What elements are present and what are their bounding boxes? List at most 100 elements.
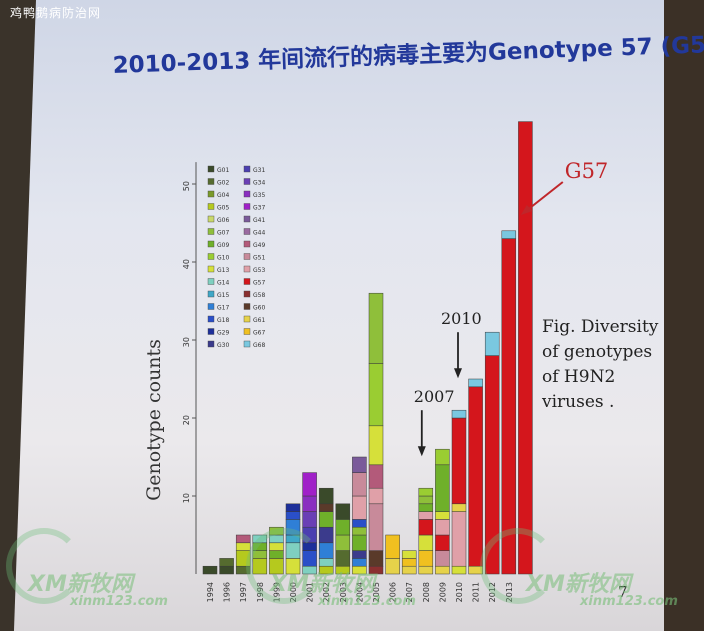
bar-segment-g02: [219, 558, 234, 567]
watermark-url: xinm123.com: [318, 594, 416, 609]
bar-segment-g07: [335, 534, 351, 551]
bar-segment-g57: [435, 534, 450, 551]
bar-segment-g57: [418, 519, 434, 536]
legend-label: G30: [217, 342, 229, 349]
legend-label: G14: [217, 280, 229, 287]
bar-segment-g61: [451, 503, 467, 512]
caption-line: of H9N2: [542, 367, 616, 387]
legend-label: G44: [253, 230, 265, 237]
bar-segment-g51: [368, 503, 384, 551]
figure-caption: Fig. Diversity of genotypes of H9N2 viru…: [542, 315, 662, 415]
legend-swatch: [207, 315, 215, 323]
legend-swatch: [207, 190, 215, 198]
y-tick-label: 50: [182, 181, 191, 191]
x-tick-label: 1994: [206, 582, 215, 602]
legend-label: G51: [253, 255, 265, 262]
bar-segment-g57: [518, 121, 533, 575]
legend-swatch: [207, 240, 215, 248]
x-tick-label: 2002: [322, 582, 331, 602]
legend-swatch: [243, 215, 251, 223]
legend-label: G61: [253, 317, 265, 324]
watermark-brand: XM新牧网: [270, 572, 375, 597]
legend-label: G15: [217, 292, 229, 299]
bar-segment-g13: [451, 565, 467, 575]
legend-label: G13: [217, 267, 229, 274]
legend-label: G41: [253, 217, 265, 224]
legend-swatch: [243, 190, 251, 198]
legend-swatch: [243, 203, 251, 210]
legend-swatch: [207, 203, 215, 210]
legend-label: G29: [217, 330, 229, 337]
x-tick-label: 2006: [389, 582, 398, 602]
legend-label: G37: [253, 205, 265, 212]
y-tick-label: 10: [182, 493, 191, 503]
bar-segment-g18: [285, 511, 301, 520]
bar-segment-g09: [318, 511, 334, 528]
bar-segment-g49: [368, 464, 384, 489]
legend-swatch: [207, 253, 215, 260]
bar-segment-g01: [219, 565, 234, 575]
legend-label: G06: [217, 217, 229, 224]
bar-segment-g53: [418, 511, 434, 520]
legend-label: G09: [217, 242, 229, 249]
legend-swatch: [243, 290, 251, 298]
x-tick-label: 2008: [422, 582, 431, 602]
legend-swatch: [207, 328, 215, 335]
legend-swatch: [243, 265, 251, 273]
legend-label: G01: [217, 167, 229, 174]
bar-segment-g61: [418, 565, 434, 575]
watermark-logo-ring: [480, 528, 556, 604]
bar-segment-g67: [385, 534, 400, 559]
bar-segment-g53: [368, 487, 384, 505]
legend-label: G34: [253, 180, 265, 187]
y-tick-label: 40: [182, 259, 191, 269]
bar-segment-g13: [435, 511, 450, 520]
legend-label: G04: [217, 192, 229, 199]
bar-segment-g41: [352, 456, 367, 473]
year-arrow-head: [417, 446, 426, 457]
watermark-logo-ring: [6, 528, 82, 604]
legend-label: G35: [253, 192, 265, 199]
caption-line: viruses .: [542, 392, 615, 412]
bar-segment-g07: [368, 292, 384, 364]
y-tick-label: 20: [182, 415, 191, 425]
watermark-url: xinm123.com: [70, 594, 168, 609]
bar-segment-g67: [418, 550, 434, 567]
legend-swatch: [207, 278, 215, 285]
caption-line: of genotypes: [542, 342, 653, 362]
legend-swatch: [243, 228, 251, 235]
legend-label: G58: [253, 292, 265, 299]
g57-arrow-shaft: [524, 181, 564, 213]
bar-segment-g61: [435, 565, 450, 575]
legend-swatch: [243, 340, 251, 348]
x-tick-label: 2009: [438, 582, 447, 602]
x-tick-label: 2005: [372, 582, 381, 602]
bar-segment-g09: [418, 503, 434, 512]
bar-segment-g53: [451, 511, 467, 567]
legend-swatch: [243, 278, 251, 285]
bar-segment-g09: [335, 519, 351, 536]
year-annotation-label: 2007: [414, 387, 455, 406]
bar-segment-g60: [368, 550, 384, 567]
bar-segment-g30: [352, 550, 367, 559]
bar-segment-g68: [501, 230, 517, 239]
legend-swatch: [243, 328, 251, 335]
slide-number: 7: [618, 583, 628, 601]
legend-label: G07: [217, 230, 229, 237]
bar-segment-g13: [368, 425, 384, 466]
legend-label: G53: [253, 267, 265, 274]
bar-segment-g57: [501, 238, 517, 575]
legend-label: G05: [217, 205, 229, 212]
x-tick-label: 2007: [405, 582, 414, 602]
bar-segment-g02: [335, 550, 351, 567]
legend-label: G68: [253, 342, 265, 349]
chart-legend: G01 G02 G04 G05 G06 G07 G09 G10 G13 G14 G15 G17 G18 G…: [207, 165, 265, 349]
watermark-brand: XM新牧网: [526, 572, 631, 597]
bar-segment-g17: [318, 542, 334, 559]
bar-segment-g51: [352, 472, 367, 497]
site-watermark-text: 鸡鸭鹅病防治网: [10, 6, 102, 20]
bar-segment-g53: [435, 519, 450, 536]
legend-swatch: [243, 165, 251, 173]
legend-swatch: [207, 340, 215, 348]
bar-segment-g53: [352, 495, 367, 520]
